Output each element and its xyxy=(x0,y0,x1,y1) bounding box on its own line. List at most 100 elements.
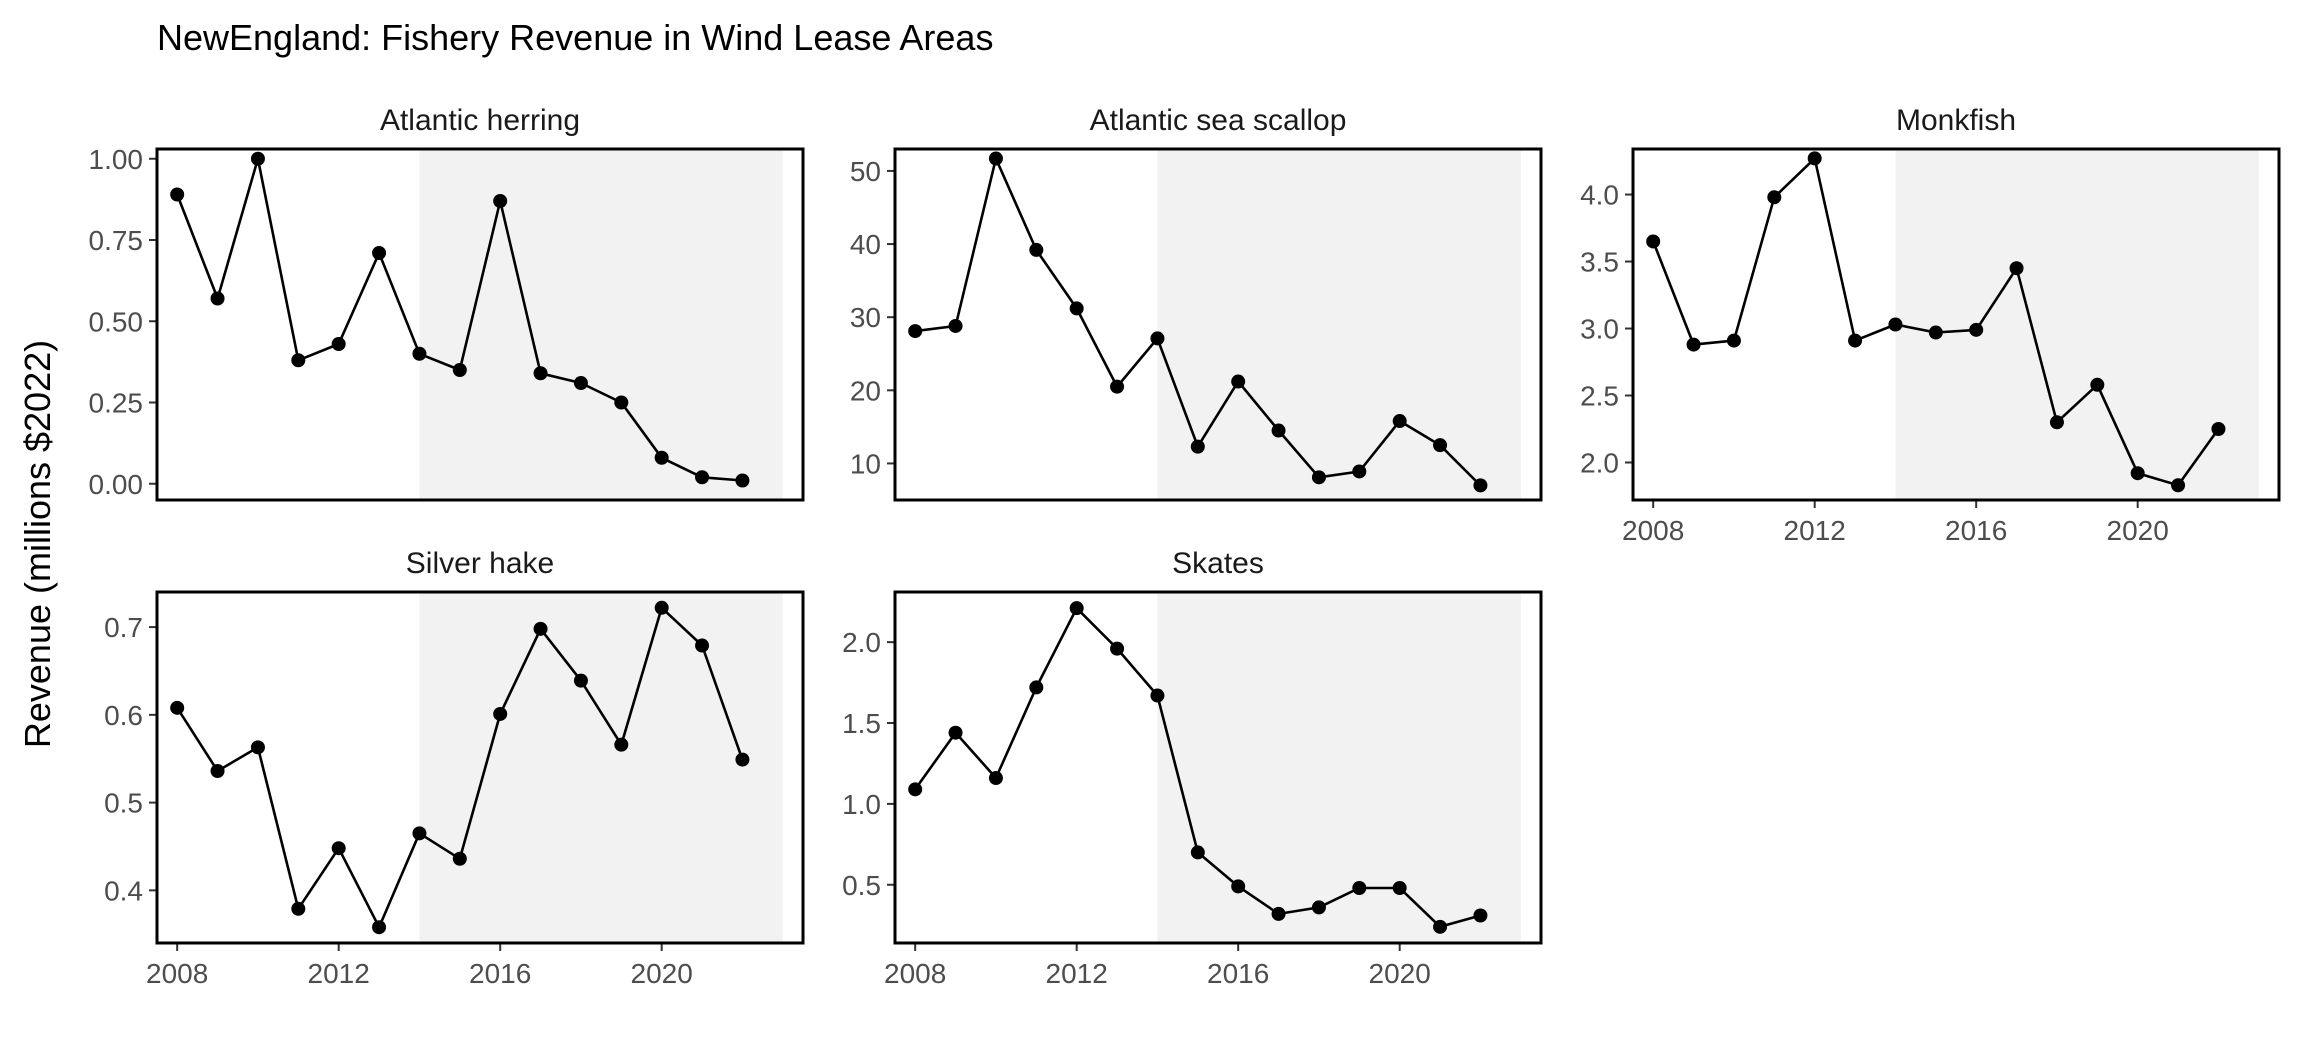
data-point xyxy=(948,725,963,740)
data-point xyxy=(1231,374,1246,389)
data-point xyxy=(908,324,923,339)
data-point xyxy=(493,194,508,208)
data-point xyxy=(948,318,963,333)
x-tick-label: 2008 xyxy=(146,958,208,989)
panel-border-silver-hake xyxy=(155,590,805,945)
data-point xyxy=(1271,423,1286,438)
y-tick-label: 0.50 xyxy=(89,306,144,337)
x-tick-label: 2016 xyxy=(1207,958,1269,989)
panel-title-atlantic-herring: Atlantic herring xyxy=(380,104,580,137)
data-point xyxy=(1473,478,1488,493)
panel-border-skates xyxy=(893,590,1543,945)
data-point xyxy=(2009,261,2024,276)
data-point xyxy=(1190,439,1205,454)
y-tick-label: 1.00 xyxy=(89,144,144,175)
data-point xyxy=(1110,379,1125,394)
data-point xyxy=(2049,415,2064,430)
data-point xyxy=(908,782,923,797)
data-point xyxy=(1311,470,1326,485)
y-tick-label: 0.6 xyxy=(104,700,143,731)
x-tick-label: 2020 xyxy=(2107,515,2169,546)
y-tick-label: 3.5 xyxy=(1580,247,1619,278)
data-point xyxy=(1686,337,1701,352)
panel-title-monkfish: Monkfish xyxy=(1896,104,2016,137)
data-point xyxy=(372,920,387,935)
panels-group: Atlantic herring0.000.250.500.751.00Atla… xyxy=(89,104,2281,989)
data-point xyxy=(1029,242,1044,257)
data-point xyxy=(1726,333,1741,348)
data-point xyxy=(210,764,225,779)
data-point xyxy=(372,246,387,260)
shaded-period-silver-hake xyxy=(419,592,783,943)
data-point xyxy=(210,291,225,306)
panel-title-atlantic-sea-scallop: Atlantic sea scallop xyxy=(1090,104,1347,137)
data-point xyxy=(1271,906,1286,921)
data-point xyxy=(412,826,427,841)
y-tick-label: 0.5 xyxy=(842,870,881,901)
y-tick-label: 50 xyxy=(850,156,881,187)
y-tick-label: 2.5 xyxy=(1580,381,1619,412)
data-point xyxy=(695,638,710,653)
x-tick-label: 2008 xyxy=(884,958,946,989)
y-tick-label: 10 xyxy=(850,448,881,479)
data-point xyxy=(1352,464,1367,479)
shaded-period-atlantic-herring xyxy=(419,149,783,500)
data-point xyxy=(1807,151,1822,166)
data-point xyxy=(452,363,467,377)
x-tick-label: 2008 xyxy=(1622,515,1684,546)
data-point xyxy=(1190,845,1205,860)
data-point xyxy=(988,151,1003,166)
data-point xyxy=(654,600,669,615)
data-point xyxy=(331,337,346,351)
data-point xyxy=(452,851,467,866)
y-tick-label: 0.25 xyxy=(89,388,144,419)
data-point xyxy=(493,706,508,721)
data-point xyxy=(735,752,750,767)
data-point xyxy=(1392,881,1407,896)
data-point xyxy=(1433,438,1448,453)
panel-silver-hake: Silver hake 0.4 0.5 0.6 0.7 2008 2012 2016 2020 xyxy=(104,547,805,989)
data-point xyxy=(1352,881,1367,896)
data-point xyxy=(573,673,588,688)
y-tick-label: 0.5 xyxy=(104,788,143,819)
data-point xyxy=(2171,478,2186,493)
y-tick-label: 20 xyxy=(850,375,881,406)
shaded-period-atlantic-sea-scallop xyxy=(1157,149,1521,500)
data-point xyxy=(1433,919,1448,934)
data-point xyxy=(331,841,346,856)
data-point xyxy=(1110,641,1125,656)
shaded-period-skates xyxy=(1157,592,1521,943)
data-point xyxy=(533,621,548,636)
x-tick-label: 2012 xyxy=(1046,958,1108,989)
panel-monkfish: Monkfish 2.0 2.5 3.0 3.5 4.0 2008 2012 2016 2020 xyxy=(1580,104,2281,546)
data-point xyxy=(1888,317,1903,332)
data-point xyxy=(1848,333,1863,348)
y-axis-title: Revenue (millions $2022) xyxy=(17,340,58,748)
data-point xyxy=(2090,377,2105,392)
panel-atlantic-sea-scallop: Atlantic sea scallop 10 20 30 40 50 xyxy=(850,104,1543,502)
data-point xyxy=(1646,234,1661,249)
data-point xyxy=(2130,466,2145,481)
data-point xyxy=(1311,900,1326,915)
panel-atlantic-herring: Atlantic herring 0.00 0.25 0.50 0.75 1.00 xyxy=(89,104,805,502)
y-tick-label: 30 xyxy=(850,302,881,333)
panel-title-skates: Skates xyxy=(1172,547,1264,580)
data-point xyxy=(1069,301,1084,316)
y-tick-label: 1.5 xyxy=(842,708,881,739)
data-point xyxy=(291,353,306,368)
data-point xyxy=(170,700,185,715)
panel-border-monkfish xyxy=(1631,147,2281,502)
y-tick-label: 1.0 xyxy=(842,789,881,820)
data-point xyxy=(1767,190,1782,205)
panel-border-atlantic-sea-scallop xyxy=(893,147,1543,502)
data-point xyxy=(695,470,710,485)
data-point xyxy=(1392,414,1407,429)
data-point xyxy=(1473,908,1488,923)
data-point xyxy=(1969,322,1984,337)
data-point xyxy=(2211,421,2226,436)
x-tick-label: 2012 xyxy=(308,958,370,989)
panel-title-silver-hake: Silver hake xyxy=(406,547,554,580)
y-tick-label: 3.0 xyxy=(1580,314,1619,345)
